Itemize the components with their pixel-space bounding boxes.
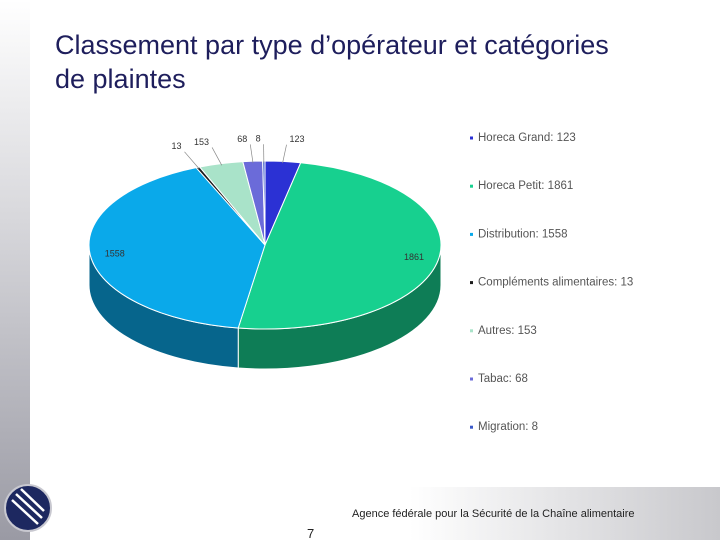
legend-swatch	[470, 281, 473, 285]
legend-swatch	[470, 232, 473, 236]
logo	[4, 484, 52, 532]
legend-swatch	[470, 329, 473, 333]
leader-line	[282, 144, 287, 164]
data-label: 68	[237, 134, 247, 144]
legend-label: Migration: 8	[478, 421, 538, 433]
data-label: 13	[171, 141, 181, 151]
legend-label: Distribution: 1558	[478, 228, 568, 240]
side-strip	[0, 0, 30, 540]
leader-line	[184, 151, 200, 170]
legend-swatch	[470, 184, 473, 188]
slice	[237, 162, 442, 330]
legend-swatch	[470, 377, 473, 381]
data-label: 1861	[404, 252, 424, 262]
legend-label: Horeca Petit: 1861	[478, 180, 573, 192]
legend-swatch	[470, 425, 473, 429]
data-label: 153	[194, 137, 209, 147]
leader-line	[249, 144, 254, 163]
footer-text: Agence fédérale pour la Sécurité de la C…	[352, 508, 635, 520]
page-number: 7	[307, 526, 315, 540]
leader-line	[211, 147, 223, 166]
slide-title: Classement par type d’opérateur et catég…	[55, 30, 609, 94]
legend-label: Compléments alimentaires: 13	[478, 277, 633, 289]
legend-swatch	[470, 136, 473, 140]
legend-label: Tabac: 68	[478, 373, 528, 385]
legend-label: Autres: 153	[478, 325, 537, 337]
legend-label: Horeca Grand: 123	[478, 132, 576, 144]
data-label: 123	[290, 134, 305, 144]
data-label: 1558	[105, 248, 125, 258]
data-label: 8	[256, 134, 261, 144]
footer-band	[30, 487, 720, 540]
slice	[88, 167, 266, 329]
